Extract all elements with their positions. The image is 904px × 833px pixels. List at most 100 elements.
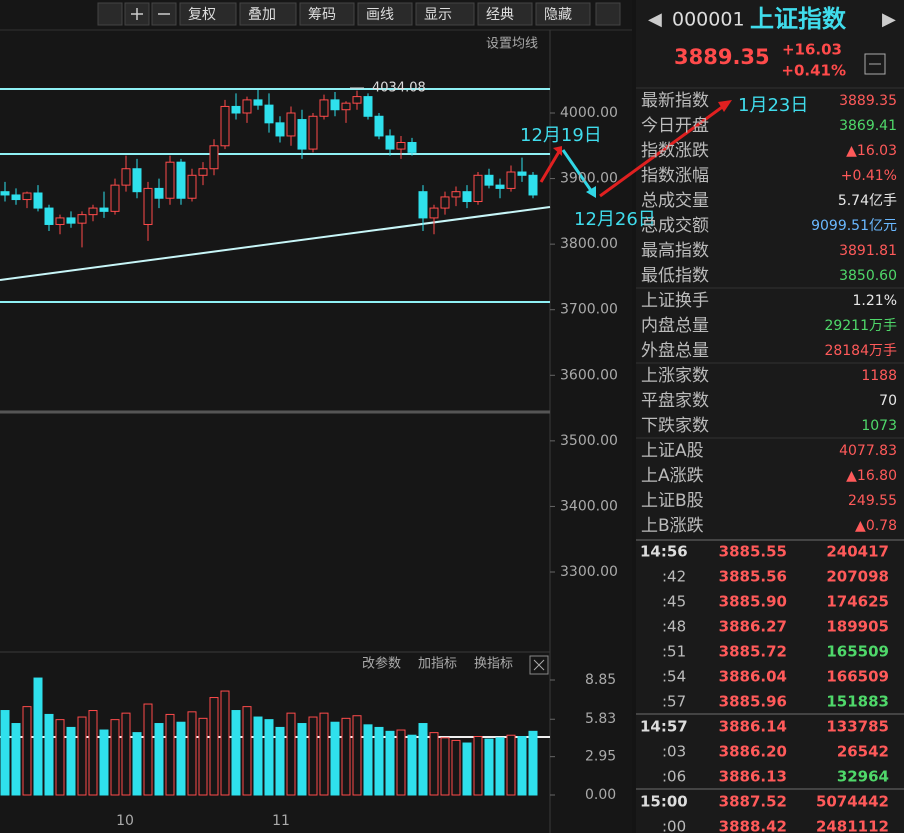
tick-price: 3886.04	[719, 668, 787, 686]
tick-time: 14:56	[640, 543, 688, 561]
toolbar-label: 画线	[366, 7, 394, 23]
arrow	[539, 149, 562, 183]
volume-bar	[462, 742, 472, 796]
stat-value: +0.41%	[841, 168, 897, 184]
volume-bar	[231, 710, 241, 796]
candle-body	[484, 174, 494, 186]
volume-bar	[33, 677, 43, 796]
lock-button[interactable]	[97, 2, 123, 26]
volume-bar	[418, 723, 428, 796]
candle-body	[11, 194, 21, 201]
volume-bar	[99, 729, 109, 796]
change: +16.03	[782, 41, 842, 59]
tick-time: :45	[662, 593, 686, 611]
toolbar-button[interactable]	[415, 2, 475, 26]
tick-time: :48	[662, 618, 686, 636]
price-tick-label: 3500.00	[560, 433, 618, 449]
stat-value: 249.55	[848, 493, 897, 509]
volume-bar	[330, 721, 340, 796]
volume-bar	[484, 738, 494, 796]
price-tick-label: 3400.00	[560, 498, 618, 514]
volume-bar	[187, 711, 197, 796]
next-arrow[interactable]: ▶	[882, 9, 896, 30]
candle-body	[418, 191, 428, 219]
price: 3889.35	[674, 45, 770, 69]
toolbar-button[interactable]	[357, 2, 413, 26]
volume-bar	[440, 737, 450, 796]
candle-body	[517, 171, 527, 176]
toolbar-button[interactable]	[477, 2, 533, 26]
tick-volume: 26542	[837, 743, 889, 761]
candle-body	[462, 191, 472, 203]
volume-bar	[407, 734, 417, 796]
close-icon	[533, 659, 545, 671]
volume-bar	[352, 715, 362, 796]
candle-body	[143, 187, 153, 225]
toolbar-button[interactable]	[299, 2, 355, 26]
fullscreen-button[interactable]	[595, 2, 621, 26]
toolbar-label: 经典	[486, 7, 514, 23]
volume-bar	[451, 739, 461, 796]
tick-volume: 174625	[826, 593, 889, 611]
volume-tool[interactable]: 加指标	[418, 657, 457, 672]
volume-tool[interactable]: 换指标	[474, 657, 513, 672]
volume-tick-label: 2.95	[585, 749, 616, 765]
arrow-head	[718, 100, 732, 112]
candle-body	[22, 192, 32, 201]
stat-label: 上涨家数	[641, 366, 709, 386]
ma-setting[interactable]: 设置均线	[486, 37, 538, 52]
candle-body	[209, 145, 219, 170]
collapse-button[interactable]	[864, 53, 886, 75]
stat-value: 28184万手	[824, 343, 897, 359]
x-tick-label: 10	[116, 813, 134, 829]
stat-value: 3891.81	[839, 243, 897, 259]
candle-body	[0, 191, 10, 196]
toolbar-button[interactable]	[535, 2, 591, 26]
price-tick-label: 3700.00	[560, 302, 618, 318]
stat-label: 指数涨幅	[641, 166, 709, 186]
tick-time: :54	[662, 668, 686, 686]
candle-body	[176, 161, 186, 199]
tick-price: 3886.27	[719, 618, 787, 636]
price-tick-label: 3900.00	[560, 171, 618, 187]
candle-body	[33, 192, 43, 209]
tick-price: 3885.55	[719, 543, 787, 561]
tick-time: :57	[662, 693, 686, 711]
arrows	[539, 100, 732, 198]
candle-body	[187, 174, 197, 199]
price-tick-label: 3300.00	[560, 564, 618, 580]
stat-label: 最高指数	[641, 241, 709, 261]
volume-bar	[341, 717, 351, 796]
annotation: 12月19日	[520, 125, 602, 146]
trend-line	[0, 206, 551, 281]
candle-body	[121, 168, 131, 186]
toolbar-button[interactable]	[239, 2, 297, 26]
toolbar-button[interactable]	[179, 2, 237, 26]
stat-label: 总成交额	[641, 216, 709, 236]
tick-price: 3885.72	[719, 643, 787, 661]
candle-body	[429, 207, 439, 219]
prev-arrow[interactable]: ◀	[648, 9, 662, 30]
candle-body	[165, 161, 175, 199]
stat-label: 上证A股	[641, 441, 704, 461]
x-tick-label: 11	[272, 813, 290, 829]
tick-price: 3888.42	[719, 818, 787, 833]
volume-bar	[385, 730, 395, 796]
close-button[interactable]	[529, 655, 549, 675]
stat-value: 3850.60	[839, 268, 897, 284]
candle-body	[319, 99, 329, 117]
volume-tool[interactable]: 改参数	[362, 656, 401, 672]
candle-body	[363, 96, 373, 117]
tick-volume: 2481112	[816, 818, 889, 833]
volume-tick-label: 0.00	[585, 787, 616, 803]
stat-value: 3889.35	[839, 93, 897, 109]
volume-bar	[264, 719, 274, 796]
candle-body	[77, 214, 87, 224]
volume-bar	[110, 719, 120, 796]
volume-bar	[176, 721, 186, 796]
toolbar-label: 显示	[424, 7, 452, 23]
candle-body	[275, 122, 285, 137]
tick-price: 3886.13	[719, 768, 787, 786]
